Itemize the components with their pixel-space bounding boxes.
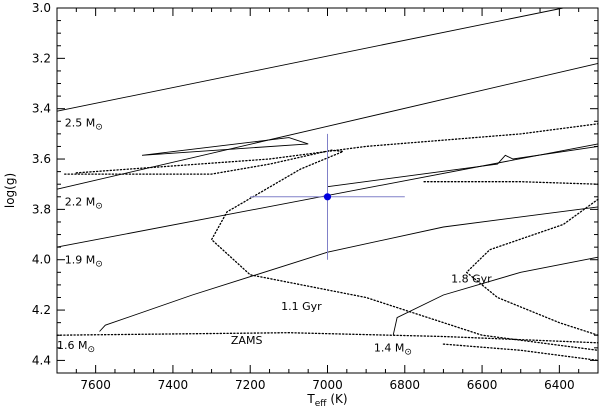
track-line-1 <box>141 137 309 156</box>
x-tick-label: 6800 <box>390 378 421 392</box>
track-line-7 <box>56 332 599 344</box>
x-tick-label: 6600 <box>467 378 498 392</box>
track-line-3 <box>327 145 599 188</box>
x-tick-label: 6400 <box>544 378 575 392</box>
x-tick-label: 7000 <box>312 378 343 392</box>
y-tick-label: 3.2 <box>32 51 51 65</box>
y-tick-label: 3.4 <box>32 102 51 116</box>
star-layer <box>250 133 405 260</box>
track-line-0 <box>56 7 564 112</box>
star-point <box>323 193 332 201</box>
track-line-10 <box>465 198 599 336</box>
y-tick-label: 4.4 <box>32 353 51 367</box>
track-line-5 <box>99 206 599 332</box>
y-tick-label: 4.2 <box>32 303 51 317</box>
y-tick-label: 3.6 <box>32 152 51 166</box>
y-tick-label: 3.0 <box>32 1 51 15</box>
x-tick-label: 7200 <box>235 378 266 392</box>
track-annotation: ZAMS <box>231 334 263 347</box>
track-annotation: 1.9 M⊙ <box>65 254 103 270</box>
y-tick-label: 3.8 <box>32 202 51 216</box>
x-tick-label: 7600 <box>80 378 111 392</box>
track-line-12 <box>423 181 599 185</box>
labels-layer: 7600 7400 7200 7000 6800 6600 6400 3.0 3.2 3.4 3.6… <box>3 1 575 409</box>
track-line-8 <box>64 149 599 351</box>
plot-frame <box>56 7 599 374</box>
y-tick-label: 4.0 <box>32 253 51 267</box>
track-annotation: 1.8 Gyr <box>451 272 492 285</box>
track-annotation: 2.5 M⊙ <box>65 116 103 132</box>
track-line-11 <box>442 343 599 362</box>
track-annotation: 1.4 M⊙ <box>374 342 412 358</box>
x-tick-label: 7400 <box>158 378 189 392</box>
x-axis-title: Teff (K) <box>306 392 347 409</box>
track-line-6 <box>392 256 599 336</box>
track-line-9 <box>75 123 599 174</box>
track-annotation: 1.6 M⊙ <box>57 339 95 355</box>
track-annotation: 1.1 Gyr <box>281 300 322 313</box>
y-axis-title: log(g) <box>3 173 17 208</box>
track-annotation: 2.2 M⊙ <box>65 196 103 212</box>
